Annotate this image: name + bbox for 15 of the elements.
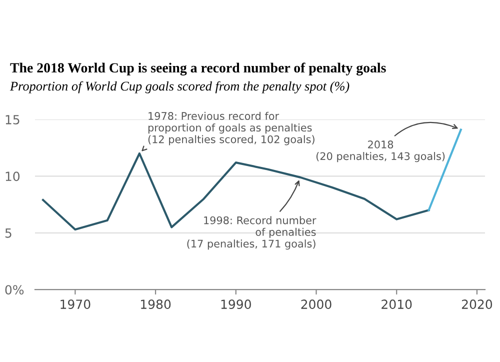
x-tick-label: 1970 — [60, 300, 90, 309]
x-tick-label: 1990 — [221, 300, 251, 309]
x-tick-label: 2000 — [301, 300, 332, 309]
y-tick-label: 15 — [6, 115, 20, 124]
x-tick-label: 2020 — [462, 300, 492, 309]
annotation: 1998: Record number of penalties (17 penalties, 171 goals) — [187, 216, 316, 250]
y-tick-label: 5 — [5, 228, 12, 238]
y-tick-label: 0% — [5, 285, 24, 295]
x-tick-label: 2010 — [382, 300, 412, 309]
annotation: 1978: Previous record for proportion of goals as penalties (12 penalties scored, 102 goals) — [148, 112, 314, 146]
chart-title: The 2018 World Cup is seeing a record number of penalty goals — [10, 62, 386, 76]
x-tick-label: 1980 — [141, 300, 171, 309]
annotation: 2018 (20 penalties, 143 goals) — [316, 140, 445, 162]
y-tick-label: 10 — [6, 172, 20, 182]
chart-subtitle: Proportion of World Cup goals scored from the penalty spot (%) — [10, 81, 350, 94]
